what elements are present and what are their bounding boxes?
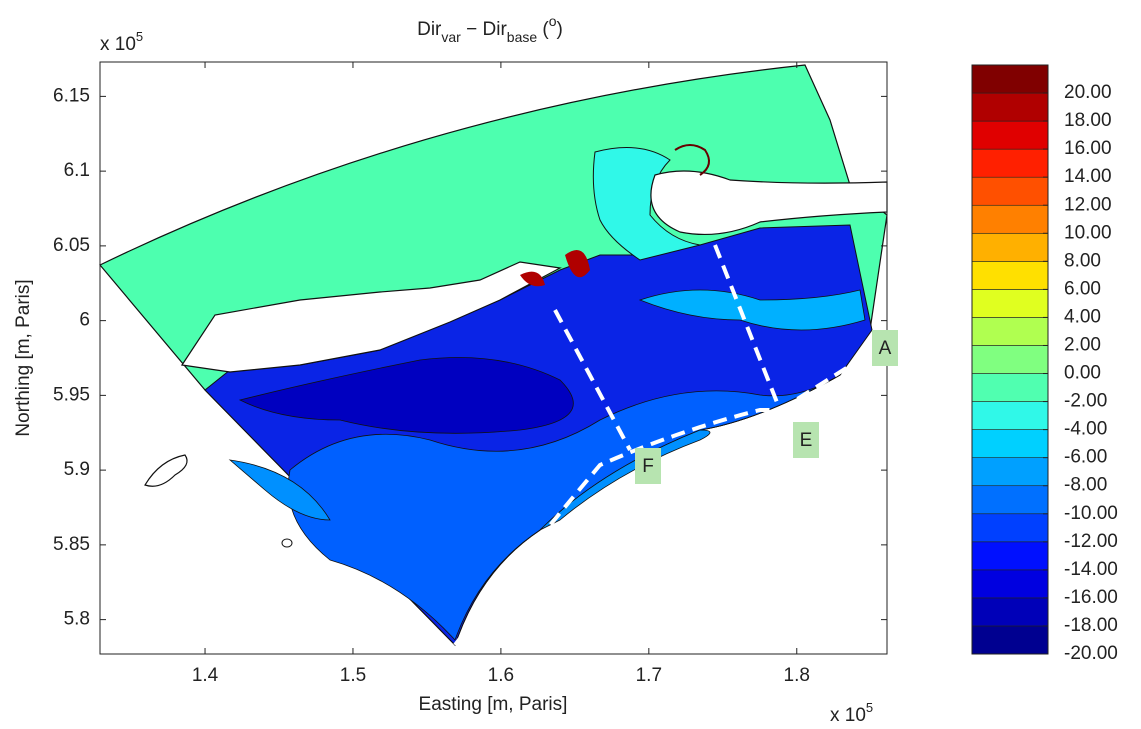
colorbar-band — [972, 514, 1048, 542]
title-part: ( — [537, 19, 549, 40]
title-sub: var — [441, 29, 461, 45]
title-part: Dir — [417, 19, 442, 40]
y-tick-label: 6.1 — [64, 160, 90, 181]
y-multiplier: x 105 — [100, 29, 143, 55]
colorbar-tick-label: 12.00 — [1064, 194, 1112, 215]
colorbar-tick-label: 6.00 — [1064, 278, 1101, 299]
y-tick-label: 6.15 — [53, 85, 90, 106]
x-tick-label: 1.8 — [784, 665, 810, 686]
colorbar-tick-label: 8.00 — [1064, 250, 1101, 271]
colorbar-tick-label: 2.00 — [1064, 334, 1101, 355]
y-tick-label: 6.05 — [53, 235, 90, 256]
colorbar-band — [972, 121, 1048, 149]
colorbar-band — [972, 149, 1048, 177]
colorbar-tick-label: -20.00 — [1064, 643, 1118, 664]
colorbar-band — [972, 430, 1048, 458]
island — [145, 455, 187, 486]
colorbar-tick-label: -6.00 — [1064, 447, 1107, 468]
y-tick-label: 6 — [79, 310, 90, 331]
colorbar-tick-label: -18.00 — [1064, 615, 1118, 636]
colorbar-band — [972, 486, 1048, 514]
colorbar-tick-label: -14.00 — [1064, 559, 1118, 580]
title-sup: o — [549, 13, 557, 29]
colorbar-band — [972, 205, 1048, 233]
x-tick-label: 1.7 — [636, 665, 662, 686]
colorbar-tick-label: 16.00 — [1064, 138, 1112, 159]
colorbar-band — [972, 317, 1048, 345]
x-multiplier: x 105 — [830, 700, 873, 726]
multiplier-exponent: 5 — [866, 700, 873, 715]
colorbar-band — [972, 261, 1048, 289]
colorbar-tick-label: 4.00 — [1064, 306, 1101, 327]
chart-title: Dirvar − Dirbase (o) — [417, 13, 563, 45]
y-tick-label: 5.8 — [64, 609, 90, 630]
colorbar-band — [972, 374, 1048, 402]
title-sub: base — [507, 29, 538, 45]
y-tick-label: 5.9 — [64, 459, 90, 480]
annotation: A — [879, 338, 892, 359]
colorbar-band — [972, 598, 1048, 626]
x-axis-label: Easting [m, Paris] — [419, 694, 568, 715]
colorbar-tick-label: -4.00 — [1064, 419, 1107, 440]
y-tick-label: 5.85 — [53, 534, 90, 555]
colorbar-band — [972, 570, 1048, 598]
colorbar-tick-label: -12.00 — [1064, 531, 1118, 552]
colorbar-tick-label: -10.00 — [1064, 503, 1118, 524]
annotation: F — [642, 456, 654, 477]
map — [100, 65, 887, 645]
title-part: − Dir — [461, 19, 508, 40]
multiplier-base: x 10 — [100, 34, 136, 55]
colorbar-band — [972, 542, 1048, 570]
y-axis-label: Northing [m, Paris] — [13, 279, 34, 436]
x-tick-label: 1.6 — [488, 665, 514, 686]
colorbar-tick-label: -16.00 — [1064, 587, 1118, 608]
colorbar-tick-label: 14.00 — [1064, 166, 1112, 187]
annotation: E — [800, 430, 813, 451]
colorbar-band — [972, 289, 1048, 317]
colorbar-tick-label: 18.00 — [1064, 110, 1112, 131]
colorbar-tick-label: -2.00 — [1064, 391, 1107, 412]
multiplier-exponent: 5 — [136, 29, 143, 44]
colorbar-band — [972, 93, 1048, 121]
colorbar-band — [972, 402, 1048, 430]
island — [282, 539, 292, 547]
x-tick-label: 1.5 — [340, 665, 366, 686]
colorbar-band — [972, 626, 1048, 654]
colorbar-band — [972, 458, 1048, 486]
colorbar-band — [972, 65, 1048, 93]
colorbar-band — [972, 177, 1048, 205]
multiplier-base: x 10 — [830, 705, 866, 726]
colorbar-band — [972, 345, 1048, 373]
x-tick-label: 1.4 — [192, 665, 219, 686]
colorbar-tick-label: 20.00 — [1064, 82, 1112, 103]
colorbar-tick-label: 10.00 — [1064, 222, 1112, 243]
chart: Dirvar − Dirbase (o) x 105 x 105 Easting… — [0, 0, 1141, 729]
colorbar-tick-label: 0.00 — [1064, 363, 1101, 384]
colorbar-tick-label: -8.00 — [1064, 475, 1107, 496]
colorbar-band — [972, 233, 1048, 261]
y-tick-label: 5.95 — [53, 384, 90, 405]
title-part: ) — [557, 19, 563, 40]
